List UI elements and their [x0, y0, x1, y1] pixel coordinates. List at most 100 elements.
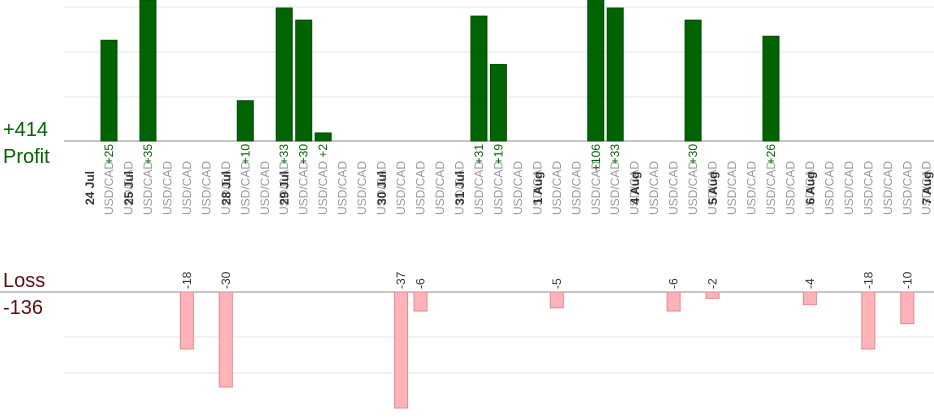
loss-value-label: -37 — [394, 271, 408, 289]
pair-label: USD/CAD — [316, 161, 330, 215]
pair-label: USD/CAD — [394, 161, 408, 215]
profit-total: +414 — [3, 119, 48, 141]
loss-value-label: -18 — [861, 271, 875, 289]
loss-bar — [179, 291, 194, 350]
bars — [100, 0, 915, 409]
date-label: 30 Jul — [375, 171, 389, 205]
pair-label: USD/CAD — [297, 161, 311, 215]
pair-label: USD/CAD — [706, 161, 720, 215]
pair-label: USD/CAD — [803, 161, 817, 215]
pair-label: USD/CAD — [608, 161, 622, 215]
loss-value-label: -30 — [219, 271, 233, 289]
loss-bar — [218, 291, 233, 388]
profit-bar — [470, 15, 488, 142]
loss-value-label: -6 — [667, 278, 681, 289]
profit-value-label: +33 — [277, 144, 291, 165]
profit-value-label: +30 — [686, 144, 700, 165]
pair-label: USD/CAD — [102, 161, 116, 215]
profit-bar — [587, 0, 605, 142]
loss-bar — [394, 291, 409, 409]
profit-value-label: +10 — [238, 144, 252, 165]
loss-total: -136 — [3, 297, 43, 319]
pair-label: USD/CAD — [180, 161, 194, 215]
date-label: 6 Aug — [803, 172, 817, 205]
profit-bar — [762, 35, 780, 142]
pair-label: USD/CAD — [861, 161, 875, 215]
profit-bar — [100, 39, 118, 142]
profit-value-label: +2 — [316, 144, 330, 158]
pair-label: USD/CAD — [822, 161, 836, 215]
pair-label: USD/CAD — [900, 161, 914, 215]
profit-bar — [606, 7, 624, 142]
pair-label: USD/CAD — [511, 161, 525, 215]
loss-bar — [900, 291, 915, 325]
profit-value-label: +19 — [491, 144, 505, 165]
pair-label: USD/CAD — [783, 161, 797, 215]
profit-value-label: +106 — [589, 144, 603, 171]
loss-value-label: -4 — [803, 278, 817, 289]
profit-value-label: +31 — [472, 144, 486, 165]
pair-label: USD/CAD — [589, 161, 603, 215]
pair-label: USD/CAD — [433, 161, 447, 215]
date-label: 5 Aug — [706, 172, 720, 205]
pair-label: USD/CAD — [628, 161, 642, 215]
pair-label: USD/CAD — [491, 161, 505, 215]
profit-value-label: +26 — [764, 144, 778, 165]
profit-bar — [275, 7, 293, 142]
date-label: 28 Jul — [219, 171, 233, 205]
pair-label: USD/CAD — [121, 161, 135, 215]
pair-label: USD/CAD — [238, 161, 252, 215]
date-label: 24 Jul — [83, 171, 97, 205]
profit-label: Profit — [3, 146, 50, 168]
pair-label: USD/CAD — [530, 161, 544, 215]
pair-label: USD/CAD — [725, 161, 739, 215]
pair-label: USD/CAD — [355, 161, 369, 215]
pair-label: USD/CAD — [569, 161, 583, 215]
pair-label: USD/CAD — [375, 161, 389, 215]
date-label: 1 Aug — [531, 172, 545, 205]
pair-label: USD/CAD — [842, 161, 856, 215]
pair-label: USD/CAD — [414, 161, 428, 215]
pair-label: USD/CAD — [258, 161, 272, 215]
loss-value-label: -10 — [900, 271, 914, 289]
date-label: 31 Jul — [453, 171, 467, 205]
loss-bar — [802, 291, 817, 306]
pair-label: USD/CAD — [452, 161, 466, 215]
loss-bar — [666, 291, 681, 312]
profit-value-label: +35 — [141, 144, 155, 165]
profit-bar — [489, 63, 507, 142]
pair-label: USD/CAD — [920, 161, 934, 215]
pair-label: USD/CAD — [745, 161, 759, 215]
loss-bar — [861, 291, 876, 350]
date-label: 29 Jul — [278, 171, 292, 205]
pair-label: USD/CAD — [667, 161, 681, 215]
pair-label: USD/CAD — [550, 161, 564, 215]
pair-label: USD/CAD — [219, 161, 233, 215]
profit-value-label: +25 — [102, 144, 116, 165]
loss-label: Loss — [3, 270, 45, 292]
pair-label: USD/CAD — [160, 161, 174, 215]
pair-label: USD/CAD — [277, 161, 291, 215]
loss-value-label: -2 — [706, 278, 720, 289]
profit-value-label: +33 — [608, 144, 622, 165]
loss-value-label: -5 — [550, 278, 564, 289]
loss-bar — [413, 291, 428, 312]
profit-bar — [295, 19, 313, 142]
profit-value-label: +30 — [297, 144, 311, 165]
profit-bar — [314, 132, 332, 142]
pair-label: USD/CAD — [764, 161, 778, 215]
pair-label: USD/CAD — [647, 161, 661, 215]
pair-label: USD/CAD — [686, 161, 700, 215]
loss-value-label: -18 — [180, 271, 194, 289]
loss-bar — [705, 291, 720, 299]
pair-label: USD/CAD — [472, 161, 486, 215]
profit-bar — [236, 100, 254, 142]
pair-label: USD/CAD — [881, 161, 895, 215]
loss-bar — [549, 291, 564, 309]
pair-label: USD/CAD — [141, 161, 155, 215]
loss-value-label: -6 — [414, 278, 428, 289]
pair-label: USD/CAD — [336, 161, 350, 215]
profit-bar — [684, 19, 702, 142]
